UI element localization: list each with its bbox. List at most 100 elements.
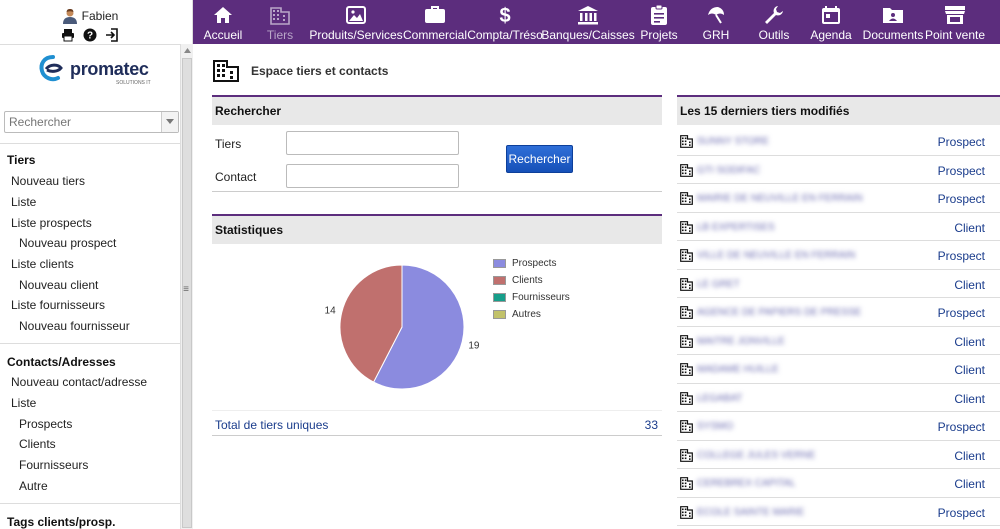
tier-name[interactable]: SYSMO [697, 421, 734, 432]
contact-label: Contact [215, 170, 257, 184]
table-row[interactable]: GTI SODIFAC Prospect [677, 156, 1000, 184]
nav-outils[interactable]: Outils [759, 0, 789, 44]
tier-type: Client [954, 448, 985, 463]
nav-commercial[interactable]: Commercial [403, 0, 467, 44]
table-row[interactable]: MADAME HUILLE Client [677, 355, 1000, 384]
user-row[interactable]: Fabien [0, 6, 180, 26]
tier-name[interactable]: MAITRE JONVILLE [697, 335, 785, 347]
table-row[interactable]: COLLEGE JULES VERNE Client [677, 441, 1000, 469]
tier-type: Prospect [937, 249, 985, 263]
pie-data-label: 19 [468, 340, 480, 351]
nav-agenda[interactable]: Agenda [810, 0, 852, 44]
tier-type: Prospect [937, 192, 985, 206]
nav-accueil[interactable]: Accueil [204, 0, 242, 44]
tier-name[interactable]: LEGABAT [697, 392, 743, 404]
logo-text: promatec [70, 59, 149, 79]
contact-search-input[interactable] [286, 164, 459, 188]
splitter-handle-icon[interactable]: ≡ [183, 284, 189, 295]
tier-name[interactable]: MAIRIE DE NEUVILLE EN FERRAIN [697, 193, 863, 204]
sidebar-scrollbar[interactable] [180, 44, 193, 529]
tier-type: Prospect [937, 163, 985, 178]
table-row[interactable]: CEREBREX CAPITAL Client [677, 469, 1000, 498]
tier-name[interactable]: LE GRET [697, 278, 740, 290]
menu-item-liste-clients[interactable]: Liste clients [11, 257, 74, 271]
table-row[interactable]: SYSMO Prospect [677, 412, 1000, 441]
table-row[interactable]: LE GRET Client [677, 270, 1000, 298]
building-icon [680, 391, 693, 405]
table-row[interactable]: VILLE DE NEUVILLE EN FERRAIN Prospect [677, 241, 1000, 270]
bank-icon [577, 4, 599, 26]
home-icon [212, 4, 234, 26]
nav-documents[interactable]: Documents [863, 0, 923, 44]
divider [212, 191, 662, 192]
menu-item-nouveau-contact[interactable]: Nouveau contact/adresse [11, 375, 148, 389]
scroll-up-button[interactable] [181, 44, 193, 56]
search-input[interactable] [5, 112, 162, 132]
tier-name[interactable]: ECOLE SAINTE MARIE [697, 506, 805, 518]
menu-item-liste-contacts[interactable]: Liste [11, 396, 37, 410]
legend-item[interactable]: Fournisseurs [493, 292, 570, 303]
logo[interactable]: promatec SOLUTIONS IT [36, 54, 156, 92]
main-content: Espace tiers et contacts Rechercher Tier… [193, 44, 1000, 529]
search-dropdown-toggle[interactable] [161, 112, 178, 132]
table-row[interactable]: MAITRE JONVILLE Client [677, 327, 1000, 355]
nav-point-vente[interactable]: Point vente [925, 0, 985, 44]
building-icon [680, 334, 693, 348]
tier-name[interactable]: MADAME HUILLE [697, 364, 779, 375]
tier-name[interactable]: COLLEGE JULES VERNE [697, 449, 816, 461]
table-row[interactable]: LEGABAT Client [677, 384, 1000, 412]
table-row[interactable]: MAIRIE DE NEUVILLE EN FERRAIN Prospect [677, 184, 1000, 213]
menu-item-contacts-fournisseurs[interactable]: Fournisseurs [19, 458, 89, 472]
tiers-search-input[interactable] [286, 131, 459, 155]
left-panel: Fabien ? promatec SOLUTIONS IT [0, 0, 193, 529]
building-icon [680, 220, 693, 234]
menu-item-liste-fournisseurs[interactable]: Liste fournisseurs [11, 298, 106, 312]
table-row[interactable]: ECOLE SAINTE MARIE Prospect [677, 498, 1000, 526]
tier-name[interactable]: VILLE DE NEUVILLE EN FERRAIN [697, 250, 856, 261]
nav-banques-caisses[interactable]: Banques/Caisses [541, 0, 635, 44]
nav-grh[interactable]: GRH [703, 0, 729, 44]
logout-icon[interactable] [105, 28, 119, 42]
search-panel-heading: Rechercher [212, 95, 662, 125]
menu-item-nouveau-tiers[interactable]: Nouveau tiers [11, 174, 86, 188]
menu-heading-tiers[interactable]: Tiers [7, 153, 36, 167]
tier-name[interactable]: CEREBREX CAPITAL [697, 478, 796, 489]
legend-item[interactable]: Prospects [493, 258, 556, 269]
legend-label: Autres [512, 309, 541, 320]
pie-slice-prospects[interactable] [372, 264, 465, 390]
scroll-thumb[interactable] [182, 58, 192, 528]
legend-swatch [493, 310, 506, 319]
total-row[interactable]: Total de tiers uniques 33 [212, 410, 662, 436]
nav-projets[interactable]: Projets [640, 0, 678, 44]
tier-name[interactable]: LB EXPERTISES [697, 221, 775, 233]
menu-item-contacts-clients[interactable]: Clients [19, 437, 56, 451]
print-icon[interactable] [61, 28, 75, 42]
pie-slice-clients[interactable] [339, 264, 403, 383]
tier-name[interactable]: AGENCE DE PAPIERS DE PRESSE [697, 307, 862, 318]
menu-heading-tags[interactable]: Tags clients/prosp. [7, 515, 116, 529]
legend-swatch [493, 259, 506, 268]
menu-item-nouveau-client[interactable]: Nouveau client [19, 278, 99, 292]
table-row[interactable]: SUNNY STORE Prospect [677, 127, 1000, 156]
menu-heading-contacts[interactable]: Contacts/Adresses [7, 355, 116, 369]
menu-item-nouveau-fournisseur[interactable]: Nouveau fournisseur [19, 319, 130, 333]
menu-item-liste-tiers[interactable]: Liste [11, 195, 37, 209]
nav-tiers[interactable]: Tiers [267, 0, 293, 44]
tier-name[interactable]: GTI SODIFAC [697, 164, 761, 176]
chevron-up-icon [183, 47, 191, 53]
table-row[interactable]: AGENCE DE PAPIERS DE PRESSE Prospect [677, 298, 1000, 327]
nav-produits-services[interactable]: Produits/Services [309, 0, 403, 44]
search-button[interactable]: Rechercher [506, 145, 573, 173]
global-search[interactable] [4, 111, 179, 133]
menu-item-contacts-prospects[interactable]: Prospects [19, 417, 73, 431]
tier-name[interactable]: SUNNY STORE [697, 136, 769, 147]
legend-item[interactable]: Clients [493, 275, 543, 286]
menu-item-liste-prospects[interactable]: Liste prospects [11, 216, 92, 230]
menu-item-contacts-autre[interactable]: Autre [19, 479, 48, 493]
page-header: Espace tiers et contacts [213, 58, 388, 84]
legend-item[interactable]: Autres [493, 309, 541, 320]
table-row[interactable]: LB EXPERTISES Client [677, 213, 1000, 241]
menu-item-nouveau-prospect[interactable]: Nouveau prospect [19, 236, 117, 250]
help-icon[interactable]: ? [83, 28, 97, 42]
nav-compta-treso[interactable]: $ Compta/Tréso [467, 0, 543, 44]
